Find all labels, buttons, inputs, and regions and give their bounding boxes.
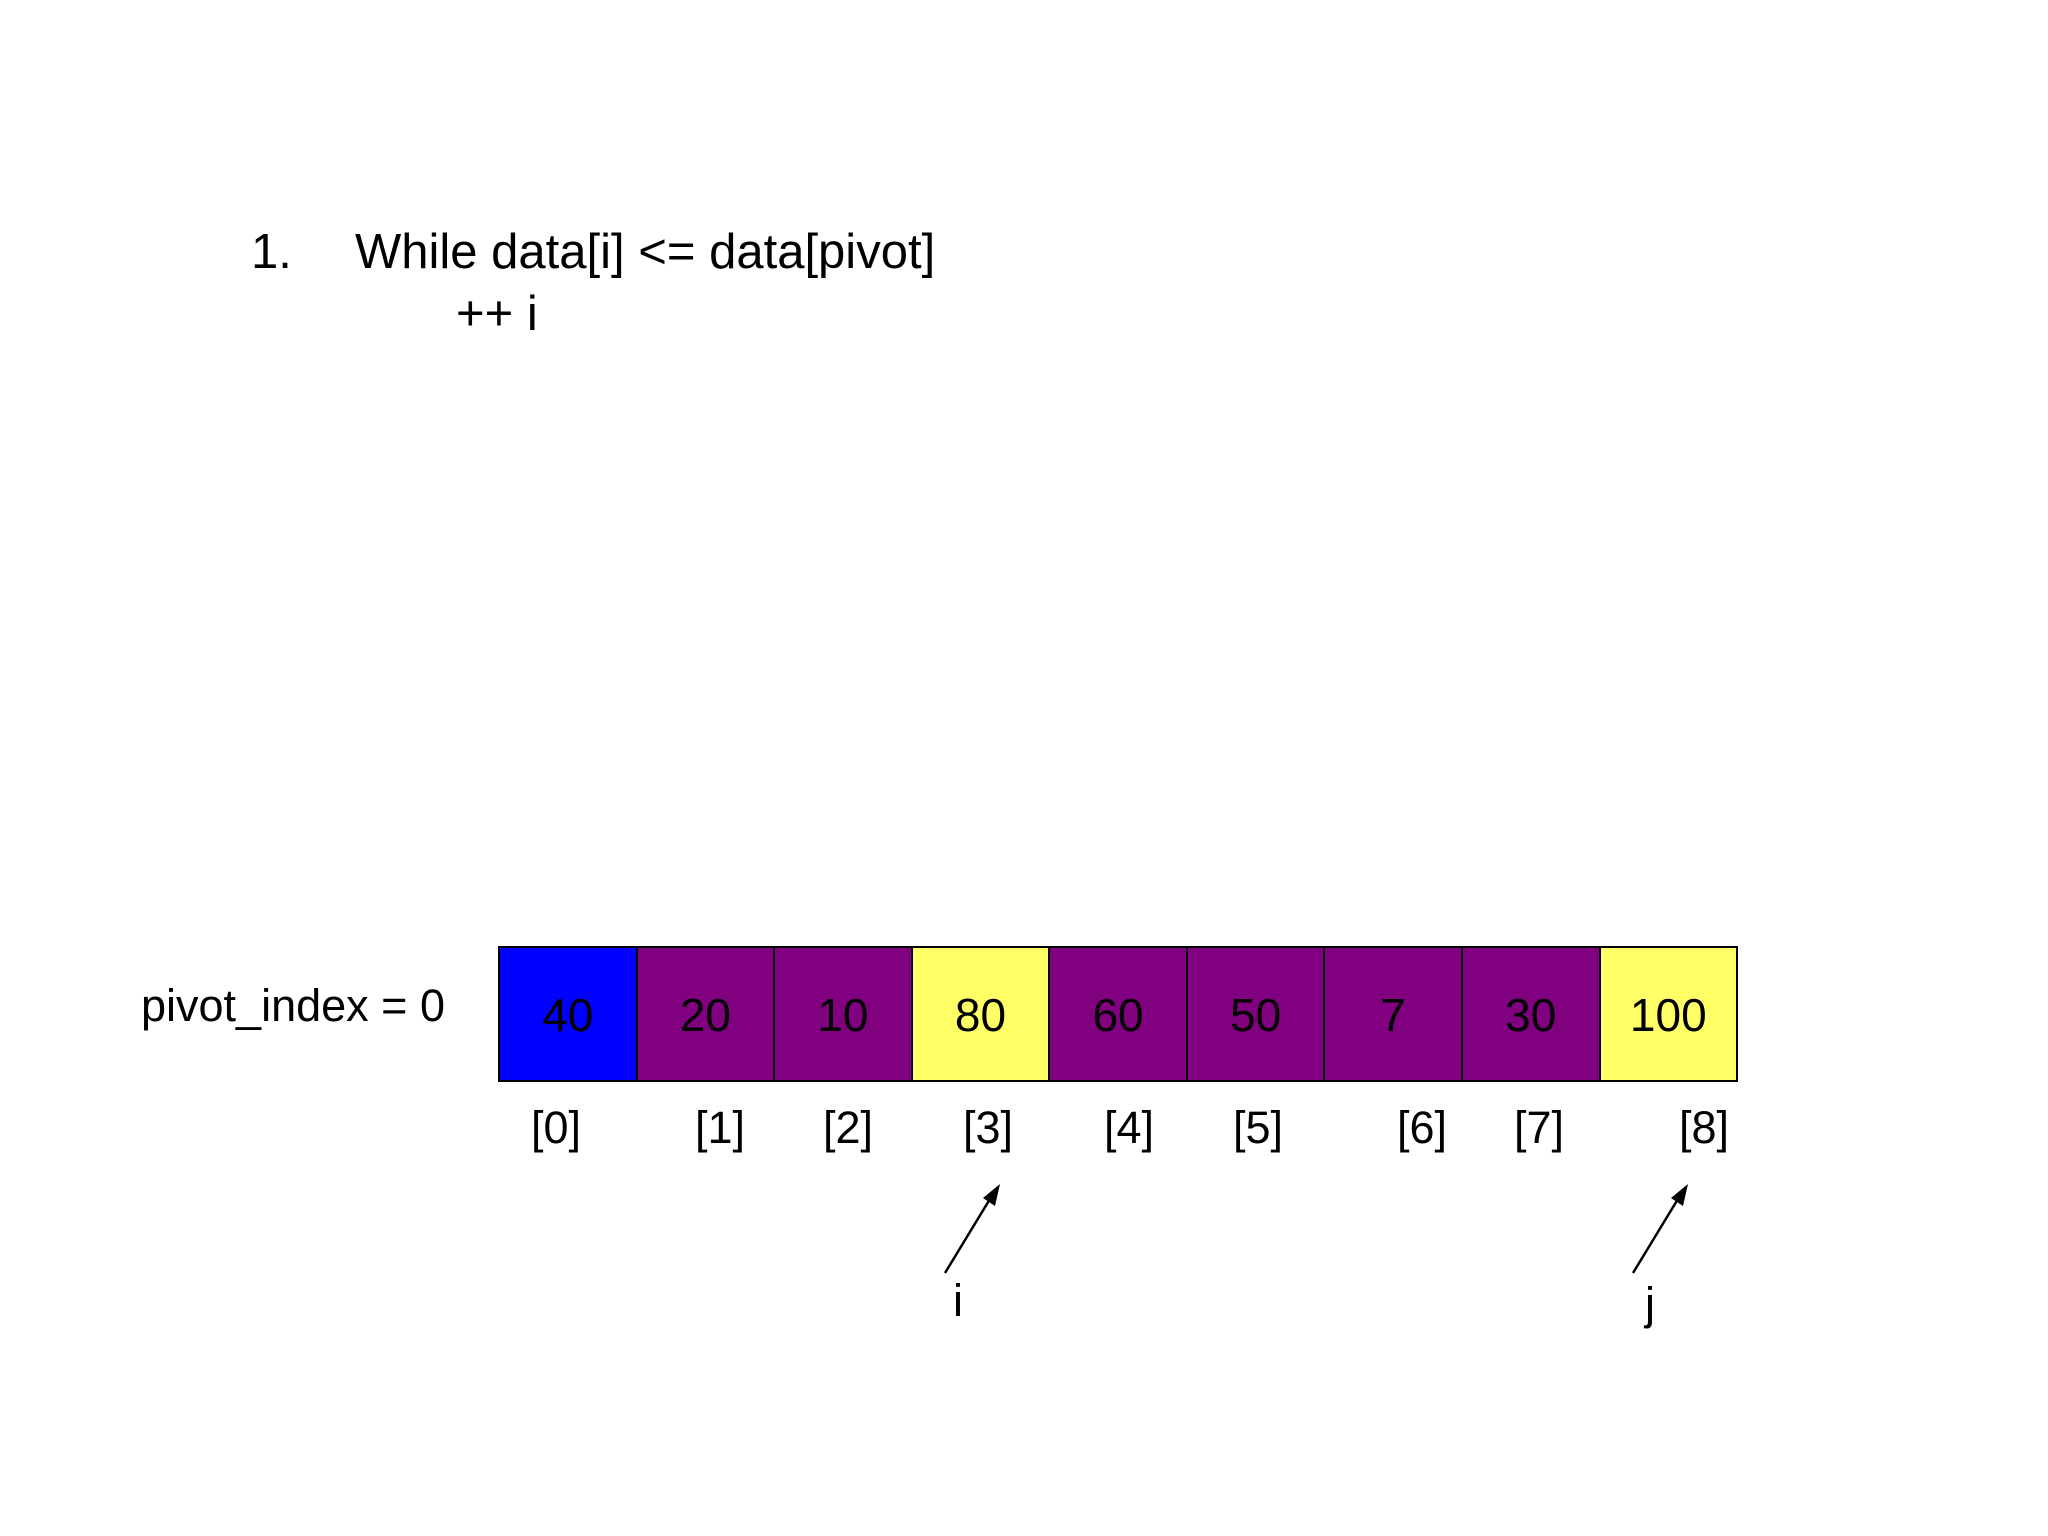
step-condition: While data[i] <= data[pivot] (355, 225, 936, 279)
array-cell-8: 100 (1600, 948, 1737, 1080)
array-cell-3: 80 (912, 948, 1051, 1080)
step-increment: ++ i (456, 287, 538, 341)
pointer-i-label: i (953, 1275, 963, 1326)
step-number: 1. (251, 225, 292, 279)
pointer-j-arrow-icon (1628, 1184, 1708, 1284)
array-cell-0: 40 (500, 948, 638, 1080)
array-cell-6: 7 (1325, 948, 1463, 1080)
pivot-index-label: pivot_index = 0 (141, 980, 445, 1031)
array: 40 20 10 80 60 50 7 30 100 (498, 946, 1738, 1082)
index-label-8: [8] (1679, 1102, 1730, 1153)
index-label-3: [3] (963, 1102, 1014, 1153)
array-cell-2: 10 (775, 948, 913, 1080)
pointer-j-label: j (1645, 1278, 1655, 1329)
index-label-1: [1] (695, 1102, 746, 1153)
index-label-4: [4] (1104, 1102, 1155, 1153)
array-cell-1: 20 (637, 948, 776, 1080)
index-label-2: [2] (823, 1102, 874, 1153)
index-label-0: [0] (531, 1102, 582, 1153)
index-label-7: [7] (1514, 1102, 1565, 1153)
array-cell-7: 30 (1462, 948, 1601, 1080)
index-label-6: [6] (1397, 1102, 1448, 1153)
pointer-i-arrow-icon (940, 1184, 1020, 1284)
index-label-5: [5] (1233, 1102, 1284, 1153)
array-cell-4: 60 (1050, 948, 1188, 1080)
array-cell-5: 50 (1187, 948, 1326, 1080)
